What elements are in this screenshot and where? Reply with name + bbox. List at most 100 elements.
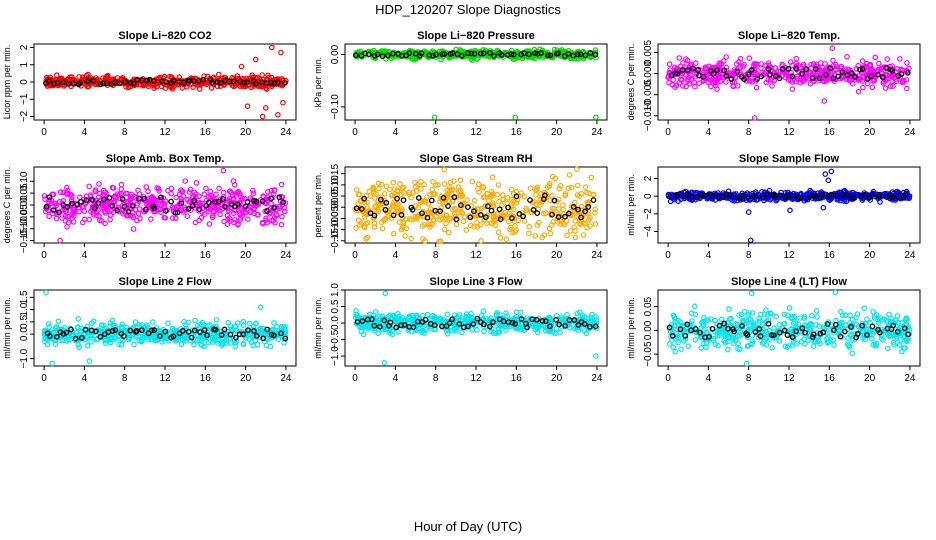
- data-point: [408, 194, 414, 201]
- data-point: [263, 86, 270, 93]
- data-point: [66, 336, 72, 343]
- x-tick-label: 24: [280, 250, 292, 261]
- data-point: [709, 196, 716, 202]
- reference-point: [797, 194, 804, 201]
- data-point: [254, 74, 260, 81]
- data-point: [500, 196, 507, 203]
- reference-point: [278, 330, 284, 337]
- data-point: [142, 324, 148, 330]
- data-point: [383, 183, 390, 190]
- data-point: [229, 327, 236, 334]
- x-tick-label: 8: [122, 373, 128, 384]
- reference-point: [578, 214, 584, 221]
- data-point: [116, 341, 122, 348]
- x-tick-label: 4: [82, 127, 88, 138]
- y-tick-label: 1.5: [19, 290, 30, 304]
- data-point: [112, 193, 118, 199]
- data-point: [765, 311, 771, 317]
- reference-point: [264, 208, 270, 214]
- data-point: [361, 214, 368, 220]
- reference-point: [714, 67, 720, 74]
- x-tick-label: 16: [200, 127, 212, 138]
- reference-point: [900, 195, 906, 201]
- y-tick-label: −4: [643, 225, 654, 237]
- data-point: [62, 218, 69, 224]
- data-point: [870, 190, 876, 197]
- reference-point: [570, 204, 577, 210]
- data-point: [110, 322, 117, 329]
- reference-point: [690, 65, 696, 72]
- reference-point: [477, 50, 484, 57]
- data-point: [903, 336, 910, 343]
- data-point: [772, 65, 778, 71]
- data-point: [72, 332, 79, 339]
- data-point: [547, 315, 553, 321]
- data-point: [182, 178, 189, 184]
- reference-point: [490, 319, 496, 325]
- reference-point: [487, 49, 493, 56]
- data-point: [201, 191, 208, 198]
- data-point: [864, 316, 870, 322]
- data-point: [808, 61, 814, 68]
- reference-series: [44, 326, 289, 342]
- data-point: [196, 217, 203, 224]
- data-point: [240, 207, 246, 214]
- reference-point: [468, 50, 475, 57]
- reference-point: [130, 80, 137, 87]
- data-point: [373, 191, 379, 197]
- x-tick-label: 4: [82, 250, 88, 261]
- data-point: [390, 179, 397, 186]
- data-point: [726, 306, 732, 312]
- reference-point: [418, 50, 425, 57]
- x-tick-label: 16: [511, 127, 523, 138]
- reference-point: [734, 195, 741, 201]
- y-tick-label: 0.10: [330, 175, 341, 195]
- data-point: [581, 328, 588, 334]
- data-point: [475, 185, 481, 192]
- reference-point: [710, 193, 716, 199]
- data-point: [355, 191, 362, 198]
- data-point: [376, 185, 382, 192]
- y-tick-label: 0.00: [19, 195, 30, 215]
- data-point: [385, 207, 392, 213]
- data-point: [489, 200, 496, 206]
- data-point: [697, 67, 703, 73]
- data-point: [544, 184, 551, 190]
- reference-point: [244, 79, 250, 86]
- reference-point: [793, 65, 799, 72]
- data-point: [429, 186, 436, 193]
- reference-point: [779, 66, 786, 72]
- data-point: [161, 73, 168, 80]
- data-point: [170, 80, 177, 86]
- data-point: [125, 198, 131, 205]
- y-tick-label: 0: [643, 193, 654, 199]
- reference-point: [116, 80, 123, 87]
- data-point: [807, 81, 814, 87]
- data-point: [41, 193, 48, 199]
- data-point: [789, 62, 796, 69]
- data-point: [457, 192, 463, 199]
- reference-point: [582, 208, 588, 215]
- data-point: [751, 60, 758, 67]
- reference-point: [252, 80, 259, 87]
- data-point: [715, 342, 721, 349]
- x-tick-label: 20: [551, 373, 563, 384]
- data-point: [682, 56, 689, 62]
- data-point: [753, 84, 760, 91]
- reference-point: [206, 199, 212, 206]
- x-tick-label: 12: [783, 373, 795, 384]
- outlier-point: [829, 45, 836, 52]
- data-point: [199, 319, 206, 326]
- data-point: [364, 205, 371, 211]
- data-point: [232, 207, 238, 213]
- reference-point: [191, 327, 198, 334]
- data-point: [776, 338, 783, 344]
- data-point: [179, 188, 185, 195]
- panel-title: Slope Li−820 Temp.: [738, 30, 840, 42]
- data-point: [90, 318, 97, 325]
- data-point: [399, 206, 405, 212]
- data-point: [143, 184, 150, 190]
- data-point: [41, 331, 48, 338]
- data-point: [474, 327, 480, 333]
